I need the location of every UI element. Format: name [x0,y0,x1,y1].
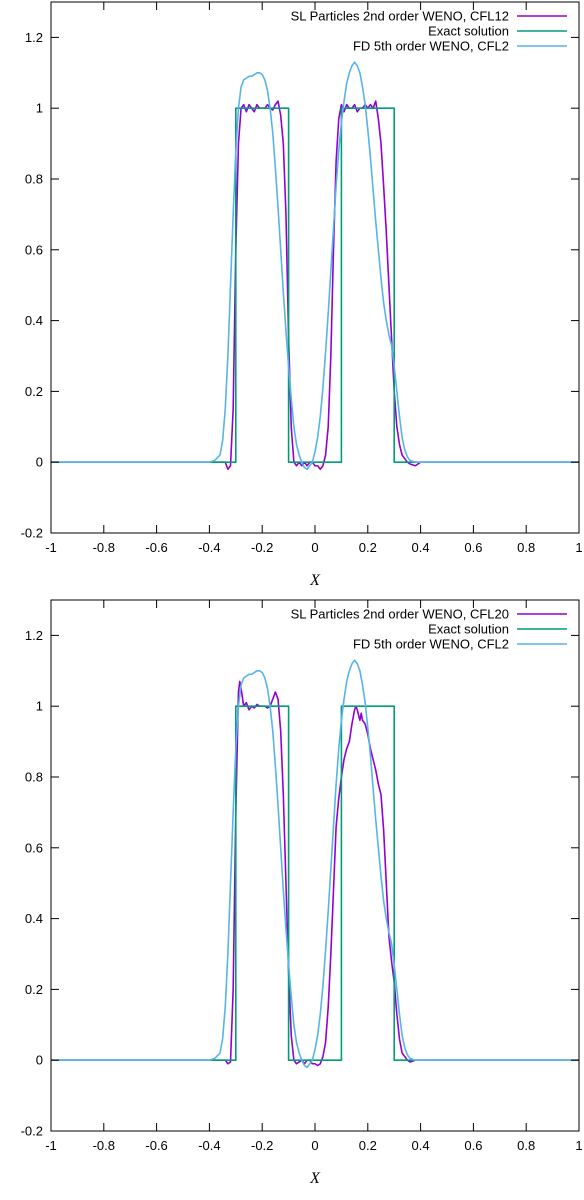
x-tick-label: -1 [45,1138,57,1153]
x-tick-label: -0.4 [198,1138,220,1153]
legend: SL Particles 2nd order WENO, CFL12Exact … [291,9,567,54]
x-tick-label: -0.6 [145,540,167,555]
y-tick-label: 0 [36,455,43,470]
y-tick-label: 1 [36,699,43,714]
x-tick-label: 0.8 [517,540,535,555]
x-axis-label: X [309,1170,321,1187]
legend-entry-label: FD 5th order WENO, CFL2 [353,637,509,652]
series-line-1 [51,100,579,471]
y-tick-label: 1.2 [25,628,43,643]
x-axis-label: X [309,572,321,589]
x-tick-label: -0.2 [251,540,273,555]
x-tick-label: -1 [45,540,57,555]
x-tick-label: -0.2 [251,1138,273,1153]
legend-entry-label: FD 5th order WENO, CFL2 [353,39,509,54]
series-line-2 [51,705,579,1061]
x-tick-label: -0.4 [198,540,220,555]
x-tick-label: 1 [575,540,582,555]
y-tick-label: 0 [36,1053,43,1068]
legend-entry-label: Exact solution [428,622,509,637]
y-tick-label: 0.6 [25,242,43,257]
series-line-1 [51,680,579,1067]
y-tick-label: 0.4 [25,911,43,926]
x-tick-label: 0.4 [412,540,430,555]
y-tick-label: 0.4 [25,313,43,328]
y-tick-label: 1.2 [25,30,43,45]
y-tick-label: 0.8 [25,770,43,785]
legend-entry-label: SL Particles 2nd order WENO, CFL12 [291,9,509,24]
legend-entry-label: Exact solution [428,24,509,39]
y-tick-label: -0.2 [21,526,43,541]
legend-entry-label: SL Particles 2nd order WENO, CFL20 [291,607,509,622]
x-tick-label: 0.2 [359,540,377,555]
plot-area [51,659,579,1069]
y-tick-label: 1 [36,101,43,116]
series-line-3 [51,659,579,1069]
x-tick-label: -0.8 [93,1138,115,1153]
x-tick-label: -0.6 [145,1138,167,1153]
legend: SL Particles 2nd order WENO, CFL20Exact … [291,607,567,652]
x-tick-label: 0.6 [464,1138,482,1153]
chart-panel-2: -1 -0.8 -0.6 -0.4 -0.2 0 0.2 0.4 0.6 0.8 1 -0.2 0 0.2… [21,599,583,1187]
x-tick-label: 0.2 [359,1138,377,1153]
x-tick-label: 0 [311,540,318,555]
y-tick-label: -0.2 [21,1124,43,1139]
y-tick-label: 0.2 [25,982,43,997]
x-tick-label: 0 [311,1138,318,1153]
series-line-2 [51,107,579,463]
y-tick-label: 0.2 [25,384,43,399]
x-tick-label: 1 [575,1138,582,1153]
plot-area [51,61,579,471]
x-tick-label: 0.8 [517,1138,535,1153]
y-tick-label: 0.6 [25,840,43,855]
x-tick-label: -0.8 [93,540,115,555]
y-tick-label: 0.8 [25,172,43,187]
series-line-3 [51,61,579,471]
x-tick-label: 0.4 [412,1138,430,1153]
x-tick-label: 0.6 [464,540,482,555]
chart-panel-1: -1 -0.8 -0.6 -0.4 -0.2 0 0.2 0.4 0.6 0.8 1 -0.2 0 0.2… [21,1,583,589]
